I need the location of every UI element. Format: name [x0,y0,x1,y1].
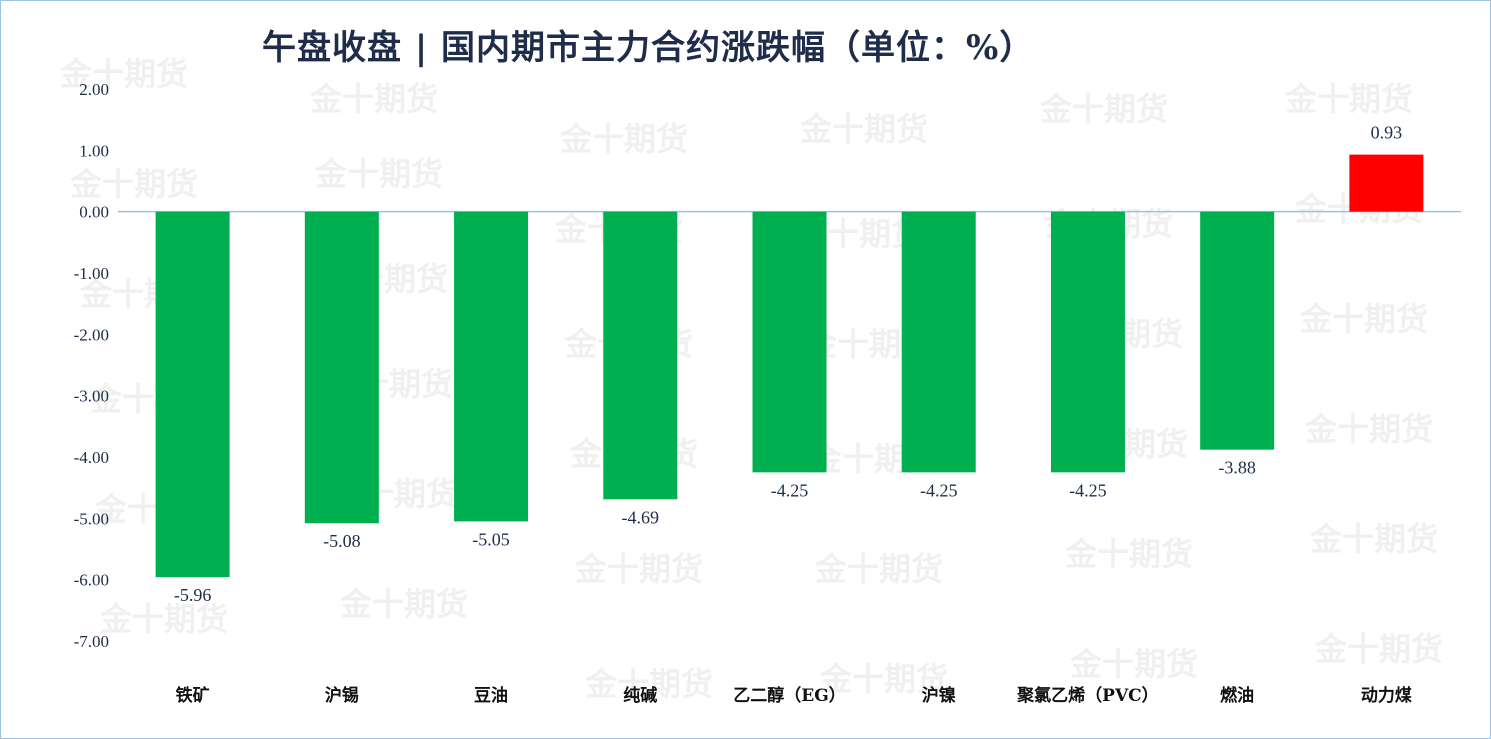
bar [454,211,529,522]
watermark-text: 金十期货 [819,660,948,698]
watermark-text: 金十期货 [69,165,198,203]
x-tick-label: 动力煤 [1361,685,1412,706]
watermark-text: 金十期货 [1314,630,1443,668]
data-label: -3.88 [1218,458,1256,478]
watermark-text: 金十期货 [559,120,688,158]
watermark-text: 金十期货 [1304,410,1433,448]
x-tick-label: 沪锡 [325,685,359,706]
x-tick-label: 纯碱 [623,685,657,706]
y-tick-label: -1.00 [74,264,109,283]
y-tick-label: -7.00 [74,632,109,651]
watermark-text: 金十期货 [814,550,943,588]
data-label: -5.08 [323,531,361,551]
watermark-text: 金十期货 [1309,520,1438,558]
watermark-text: 金十期货 [59,55,188,93]
bar [155,211,230,578]
watermark-text: 金十期货 [314,155,443,193]
x-tick-label: 豆油 [474,685,508,706]
watermark-text: 金十期货 [1039,90,1168,128]
bar [603,211,678,500]
data-label: 0.93 [1371,123,1403,143]
watermark-text: 金十期货 [99,600,228,638]
y-tick-label: 2.00 [79,80,109,99]
x-tick-label: 沪镍 [922,685,956,706]
watermark-text: 金十期货 [584,665,713,703]
chart-title: 午盘收盘 | 国内期市主力合约涨跌幅（单位：%） [262,28,1035,68]
watermark-text: 金十期货 [339,585,468,623]
data-label: -4.25 [920,480,958,500]
bar [1200,211,1275,450]
x-tick-label: 铁矿 [176,685,210,706]
bar [1349,154,1424,212]
y-tick-label: -3.00 [74,387,109,406]
data-label: -5.96 [174,585,212,605]
watermark-text: 金十期货 [1299,300,1428,338]
data-label: -4.25 [771,480,809,500]
y-tick-label: -5.00 [74,509,109,528]
x-tick-label: 聚氯乙烯（PVC） [1016,685,1159,706]
y-tick-label: 0.00 [79,203,109,222]
bar [752,211,827,473]
bar [1050,211,1125,473]
watermark-text: 金十期货 [1064,535,1193,573]
data-label: -4.69 [622,507,660,527]
watermark-text: 金十期货 [1069,645,1198,683]
y-tick-label: -6.00 [74,571,109,590]
watermark-text: 金十期货 [1284,80,1413,118]
watermark-text: 金十期货 [799,110,928,148]
x-tick-label: 燃油 [1220,685,1254,706]
data-label: -4.25 [1069,480,1107,500]
data-label: -5.05 [472,529,510,549]
watermark-text: 金十期货 [309,80,438,118]
y-tick-label: -4.00 [74,448,109,467]
watermark-text: 金十期货 [574,550,703,588]
bar [304,211,379,524]
x-tick-label: 乙二醇（EG） [733,685,845,706]
bar [901,211,976,473]
y-tick-label: 1.00 [79,141,109,160]
y-tick-label: -2.00 [74,325,109,344]
